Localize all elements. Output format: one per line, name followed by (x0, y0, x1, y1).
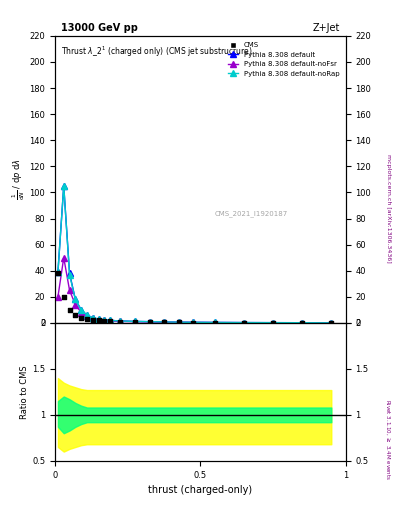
CMS (176, 318, 182, 327)
Pythia 8.308 default-noFsr (213, 319, 217, 326)
Pythia 8.308 default (162, 319, 167, 325)
CMS (78, 314, 84, 322)
Pythia 8.308 default-noFsr (96, 316, 101, 323)
CMS (328, 319, 334, 327)
Pythia 8.308 default-noRap (108, 317, 113, 324)
Pythia 8.308 default-noRap (329, 320, 334, 326)
Pythia 8.308 default-noFsr (162, 319, 167, 325)
CMS (212, 318, 218, 327)
Pythia 8.308 default (55, 269, 60, 275)
Pythia 8.308 default-noRap (79, 307, 84, 313)
Y-axis label: Ratio to CMS: Ratio to CMS (20, 365, 29, 419)
Pythia 8.308 default-noRap (271, 319, 275, 326)
Pythia 8.308 default (133, 318, 138, 325)
CMS (107, 317, 114, 326)
Pythia 8.308 default-noRap (191, 319, 196, 326)
CMS (61, 293, 67, 301)
CMS (161, 318, 167, 327)
Pythia 8.308 default (213, 319, 217, 326)
CMS (101, 317, 108, 325)
Pythia 8.308 default-noFsr (67, 287, 72, 293)
Text: Z+Jet: Z+Jet (313, 23, 340, 33)
Pythia 8.308 default-noRap (147, 318, 152, 325)
CMS (146, 318, 152, 326)
Pythia 8.308 default (90, 315, 95, 321)
Pythia 8.308 default-noFsr (329, 320, 334, 326)
Pythia 8.308 default-noRap (67, 271, 72, 278)
Text: Thrust $\lambda\_2^1$ (charged only) (CMS jet substructure): Thrust $\lambda\_2^1$ (charged only) (CM… (61, 45, 253, 59)
Text: mcplots.cern.ch [arXiv:1306.3436]: mcplots.cern.ch [arXiv:1306.3436] (386, 154, 391, 262)
Pythia 8.308 default (147, 318, 152, 325)
Pythia 8.308 default (61, 183, 66, 189)
Pythia 8.308 default (102, 316, 107, 323)
X-axis label: thrust (charged-only): thrust (charged-only) (149, 485, 252, 495)
CMS (299, 319, 305, 327)
CMS (241, 318, 247, 327)
Pythia 8.308 default-noRap (213, 319, 217, 326)
Pythia 8.308 default-noFsr (102, 317, 107, 324)
Pythia 8.308 default (96, 316, 101, 322)
Pythia 8.308 default-noRap (96, 316, 101, 322)
Line: Pythia 8.308 default: Pythia 8.308 default (55, 183, 334, 326)
Pythia 8.308 default-noRap (102, 316, 107, 323)
Pythia 8.308 default (271, 319, 275, 326)
Pythia 8.308 default-noFsr (242, 319, 246, 326)
Pythia 8.308 default-noFsr (147, 319, 152, 325)
Pythia 8.308 default-noFsr (55, 294, 60, 300)
Text: CMS_2021_I1920187: CMS_2021_I1920187 (215, 210, 288, 217)
Pythia 8.308 default (118, 318, 123, 324)
Pythia 8.308 default (300, 319, 305, 326)
Pythia 8.308 default-noRap (242, 319, 246, 326)
Pythia 8.308 default (329, 320, 334, 326)
Y-axis label: $\frac{1}{\mathrm{d}N}$ / $\mathrm{d}p$ $\mathrm{d}\lambda$: $\frac{1}{\mathrm{d}N}$ / $\mathrm{d}p$ … (10, 158, 27, 200)
Pythia 8.308 default-noFsr (133, 318, 138, 325)
CMS (72, 311, 79, 319)
Pythia 8.308 default (67, 270, 72, 276)
Pythia 8.308 default (242, 319, 246, 326)
Pythia 8.308 default (176, 319, 181, 325)
Pythia 8.308 default-noRap (162, 319, 167, 325)
Pythia 8.308 default-noFsr (108, 318, 113, 324)
Pythia 8.308 default-noFsr (271, 319, 275, 326)
Pythia 8.308 default-noFsr (84, 313, 89, 319)
Pythia 8.308 default-noRap (300, 319, 305, 326)
CMS (84, 315, 90, 323)
Text: Rivet 3.1.10, $\geq$ 3.4M events: Rivet 3.1.10, $\geq$ 3.4M events (384, 399, 391, 480)
Pythia 8.308 default (73, 296, 78, 303)
Pythia 8.308 default-noRap (61, 183, 66, 189)
Pythia 8.308 default-noRap (84, 312, 89, 318)
Legend: CMS, Pythia 8.308 default, Pythia 8.308 default-noFsr, Pythia 8.308 default-noRa: CMS, Pythia 8.308 default, Pythia 8.308 … (225, 39, 342, 79)
Pythia 8.308 default-noFsr (73, 302, 78, 308)
Pythia 8.308 default-noRap (90, 315, 95, 321)
Pythia 8.308 default-noRap (118, 318, 123, 324)
Pythia 8.308 default (79, 307, 84, 313)
Pythia 8.308 default-noFsr (61, 254, 66, 261)
Pythia 8.308 default (84, 312, 89, 318)
CMS (95, 316, 102, 325)
CMS (117, 317, 123, 326)
Pythia 8.308 default-noFsr (176, 319, 181, 326)
Pythia 8.308 default-noFsr (79, 309, 84, 315)
CMS (90, 315, 96, 324)
Pythia 8.308 default-noRap (55, 269, 60, 275)
Pythia 8.308 default-noFsr (300, 319, 305, 326)
Pythia 8.308 default-noRap (133, 318, 138, 325)
CMS (55, 269, 61, 278)
Line: Pythia 8.308 default-noFsr: Pythia 8.308 default-noFsr (55, 255, 334, 326)
Pythia 8.308 default (191, 319, 196, 326)
CMS (132, 318, 138, 326)
Text: 13000 GeV pp: 13000 GeV pp (61, 23, 138, 33)
Line: Pythia 8.308 default-noRap: Pythia 8.308 default-noRap (55, 183, 334, 326)
Pythia 8.308 default-noRap (73, 296, 78, 303)
CMS (190, 318, 196, 327)
Pythia 8.308 default-noFsr (191, 319, 196, 326)
CMS (270, 318, 276, 327)
CMS (66, 306, 73, 314)
Pythia 8.308 default-noFsr (118, 318, 123, 325)
Pythia 8.308 default (108, 317, 113, 324)
Pythia 8.308 default-noRap (176, 319, 181, 325)
Pythia 8.308 default-noFsr (90, 315, 95, 322)
